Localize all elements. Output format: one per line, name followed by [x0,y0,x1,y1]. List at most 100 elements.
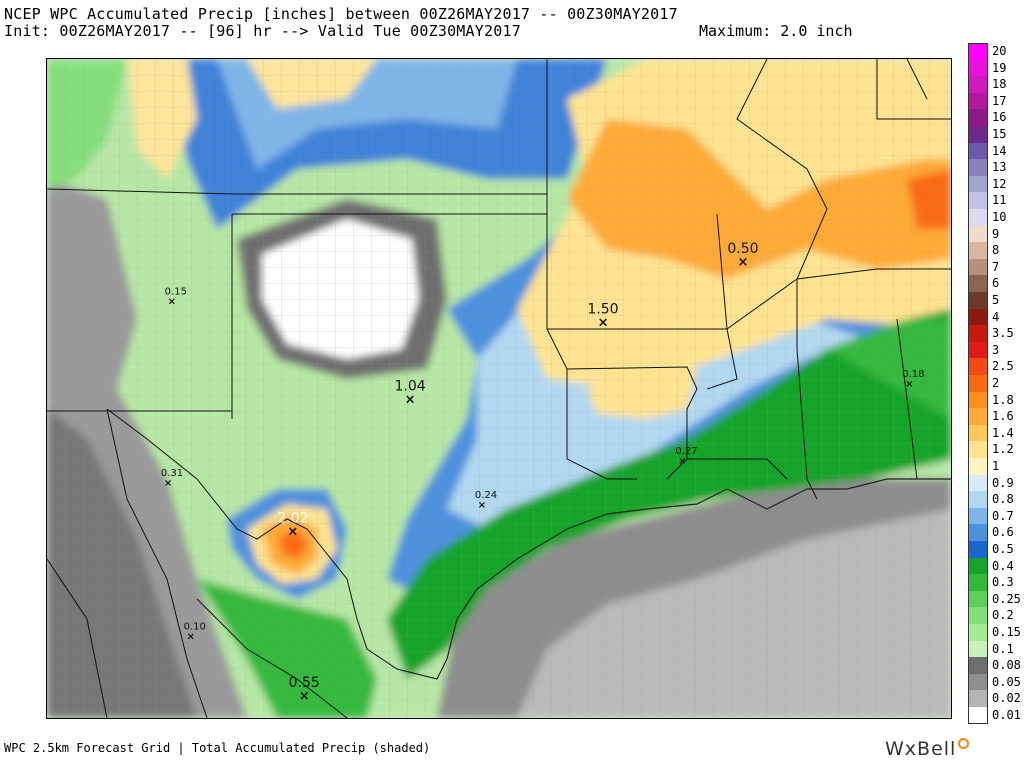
legend-entry: 4 [968,308,1024,326]
legend-label: 6 [992,276,1000,291]
station-value: 2.02 [277,510,308,526]
legend-entry: 0.01 [968,707,1024,724]
legend-label: 1.4 [992,425,1014,440]
legend-entry: 1.4 [968,424,1024,442]
legend-swatch [968,225,988,243]
legend-label: 3.5 [992,326,1014,341]
legend-swatch [968,474,988,492]
legend-entry: 20 [968,43,1024,60]
legend-entry: 0.25 [968,590,1024,608]
legend-swatch [968,441,988,458]
legend-label: 0.9 [992,475,1014,490]
legend-label: 0.15 [992,625,1021,639]
legend-entry: 5 [968,292,1024,309]
legend-label: 4 [992,309,1000,324]
legend-swatch [968,640,988,658]
legend-swatch [968,657,988,674]
legend-label: 14 [992,143,1007,158]
legend-label: 13 [992,160,1007,175]
legend-swatch [968,92,988,110]
station-markers: ×0.15×1.04×1.50×0.50×0.18×0.31×2.02×0.27… [161,241,925,704]
legend-swatch [968,507,988,525]
legend-entry: 0.4 [968,557,1024,575]
legend-swatch [968,142,988,160]
legend-entry: 1 [968,458,1024,475]
legend-swatch [968,673,988,691]
legend-label: 1 [992,459,1000,473]
legend-swatch [968,209,988,226]
station-marker: ×1.04 [395,378,426,407]
legend-entry: 2.5 [968,358,1024,375]
legend-label: 0.8 [992,492,1014,507]
station-x-icon: × [168,297,176,308]
legend-label: 12 [992,176,1007,191]
station-marker: ×1.50 [587,302,618,331]
legend-entry: 9 [968,225,1024,243]
legend-label: 0.2 [992,608,1014,623]
legend-swatch [968,258,988,276]
station-marker: ×2.02 [277,510,308,539]
legend-label: 0.02 [992,691,1021,706]
station-value: 0.31 [161,468,183,479]
legend-label: 2.5 [992,359,1014,374]
legend-label: 0.05 [992,674,1021,689]
wxbell-logo: WxBell [885,738,970,760]
legend-entry: 7 [968,258,1024,276]
legend-label: 3 [992,342,1000,357]
legend-entry: 19 [968,59,1024,77]
station-x-icon: × [287,524,298,539]
station-value: 1.50 [587,302,618,318]
legend-entry: 0.7 [968,507,1024,525]
legend-label: 1.8 [992,392,1014,407]
legend-entry: 17 [968,92,1024,110]
legend-swatch [968,59,988,77]
station-x-icon: × [187,632,195,643]
legend-entry: 2 [968,375,1024,392]
station-value: 1.04 [395,378,426,394]
legend-entry: 0.9 [968,474,1024,492]
legend-entry: 0.08 [968,657,1024,674]
county-boundaries [47,59,951,718]
station-value: 0.24 [475,490,497,501]
legend-swatch [968,391,988,409]
legend-entry: 3.5 [968,325,1024,342]
legend-label: 0.3 [992,575,1014,590]
legend-label: 19 [992,60,1007,75]
legend-swatch [968,491,988,508]
legend-swatch [968,159,988,176]
legend-swatch [968,275,988,292]
legend-label: 0.4 [992,558,1014,573]
legend-entry: 0.6 [968,524,1024,541]
legend-swatch [968,76,988,93]
footer-caption: WPC 2.5km Forecast Grid | Total Accumula… [4,741,431,755]
station-x-icon: × [738,255,749,270]
legend-swatch [968,126,988,143]
legend-entry: 6 [968,275,1024,292]
legend-swatch [968,175,988,193]
legend-entry: 3 [968,341,1024,359]
legend-swatch [968,690,988,707]
legend-entry: 0.2 [968,607,1024,624]
station-x-icon: × [299,689,310,704]
legend-label: 11 [992,193,1007,208]
legend-swatch [968,43,988,60]
station-value: 0.10 [184,622,206,633]
legend-entry: 0.5 [968,541,1024,558]
legend-entry: 14 [968,142,1024,160]
station-x-icon: × [905,379,913,390]
legend-swatch [968,109,988,126]
legend-label: 10 [992,210,1007,224]
station-marker: ×0.24 [475,490,497,511]
legend-swatch [968,341,988,359]
legend-label: 7 [992,259,1000,274]
legend-swatch [968,242,988,259]
legend-entry: 0.3 [968,574,1024,591]
legend-label: 18 [992,77,1007,92]
legend-label: 0.5 [992,542,1014,556]
legend-label: 5 [992,293,1000,307]
legend-swatch [968,624,988,641]
legend-swatch [968,375,988,392]
legend-entry: 18 [968,76,1024,93]
legend-entry: 8 [968,242,1024,259]
maximum-value: Maximum: 2.0 inch [699,22,853,40]
